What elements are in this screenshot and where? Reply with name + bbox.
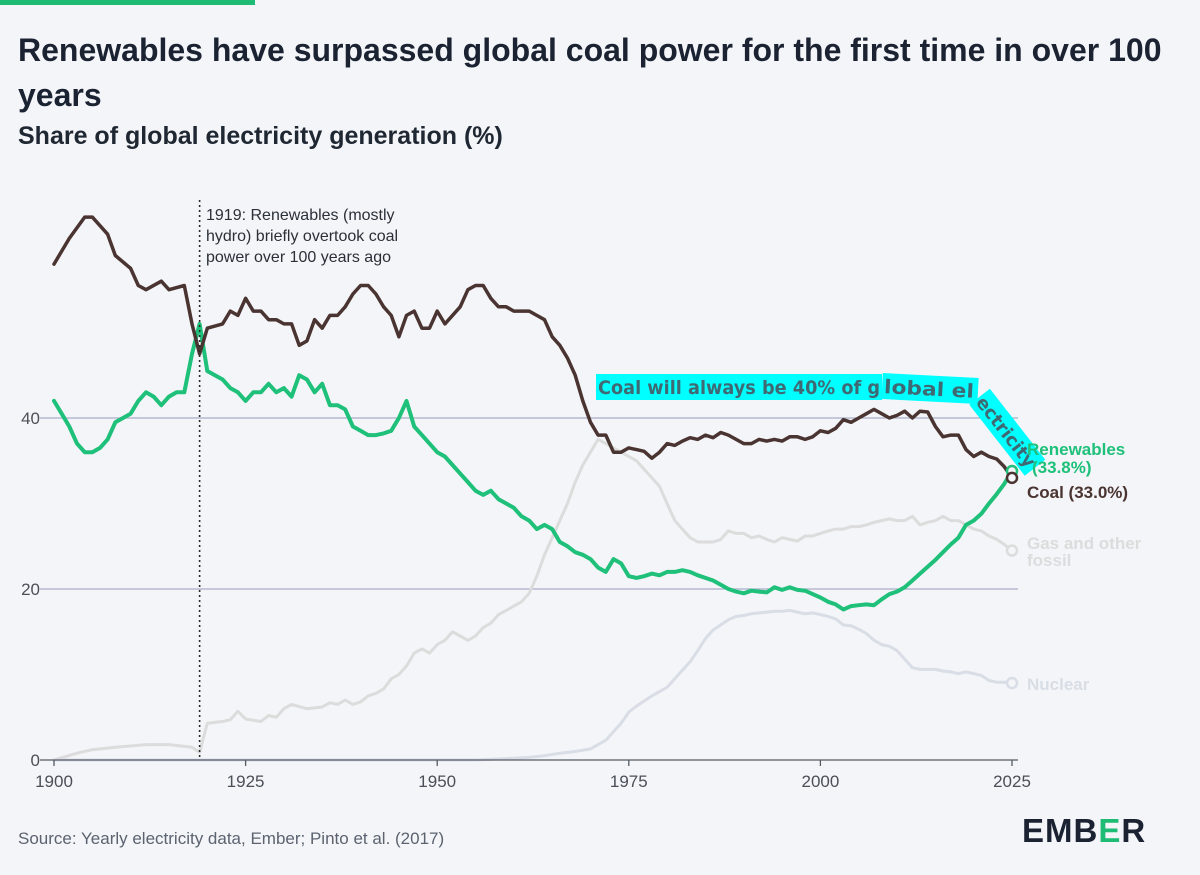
axes: 0 20 40 1900 1925 1950 1975 2000 2025 <box>21 409 1031 791</box>
gas-and-other-fossil-end-marker <box>1005 544 1019 557</box>
annotation-1919-text: 1919: Renewables (mostly <box>206 207 395 224</box>
chart-subtitle: Share of global electricity generation (… <box>18 122 503 150</box>
top-accent-bar <box>0 0 255 5</box>
x-tick-label: 1925 <box>227 772 265 791</box>
highlight-text-2: lobal el <box>883 376 974 403</box>
nuclear-end-label: Nuclear <box>1027 675 1090 694</box>
ember-logo: EMBER <box>1022 812 1146 850</box>
coal-series-line <box>52 215 1014 480</box>
renewables-end-label: Renewables <box>1027 440 1125 459</box>
highlight-annotation: Coal will always be 40% of g lobal electr… <box>596 373 1046 476</box>
gridlines <box>40 417 1018 590</box>
annotation-1919-text: hydro) briefly overtook coal <box>206 228 398 245</box>
y-tick-label: 40 <box>21 409 40 428</box>
coal-end-label: Coal (33.0%) <box>1027 483 1128 502</box>
highlight-seg-2: lobal el <box>881 373 979 405</box>
highlight-box-1 <box>596 374 882 400</box>
y-tick-label: 0 <box>31 751 40 770</box>
renewables-end-value: (33.8%) <box>1032 458 1092 477</box>
x-tick-label: 2025 <box>993 772 1031 791</box>
logo-text-part: R <box>1121 812 1147 849</box>
renewables-series-line <box>52 321 1014 612</box>
highlight-box-3 <box>969 388 1046 476</box>
y-tick-label: 20 <box>21 580 40 599</box>
nuclear-end-marker <box>1005 676 1019 690</box>
series-end-labels: Renewables(33.8%) Coal (33.0%) Gas and oth… <box>1005 440 1142 694</box>
highlight-text-1: Coal will always be 40% of g <box>598 377 880 399</box>
x-tick-label: 2000 <box>801 772 839 791</box>
series-lines <box>52 215 1014 762</box>
highlight-box-2 <box>881 373 979 405</box>
x-tick-label: 1975 <box>610 772 648 791</box>
chart-title: Renewables have surpassed global coal po… <box>18 32 1162 113</box>
gas-end-label-line2: fossil <box>1027 551 1071 570</box>
annotations: 1919: Renewables (mostly hydro) briefly o… <box>198 200 1046 760</box>
highlight-text-3: ectricity <box>971 393 1039 472</box>
coal-end-marker <box>1005 471 1019 485</box>
x-tick-label: 1900 <box>35 772 73 791</box>
source-note: Source: Yearly electricity data, Ember; … <box>18 829 445 848</box>
logo-text-part: E <box>1098 812 1122 849</box>
gas-end-label: Gas and other <box>1027 534 1142 553</box>
annotation-1919-text: power over 100 years ago <box>206 249 391 266</box>
logo-text-part: EMB <box>1022 812 1099 849</box>
nuclear-series-line <box>52 608 1014 762</box>
x-tick-label: 1950 <box>418 772 456 791</box>
gas-series-line <box>52 437 1014 762</box>
